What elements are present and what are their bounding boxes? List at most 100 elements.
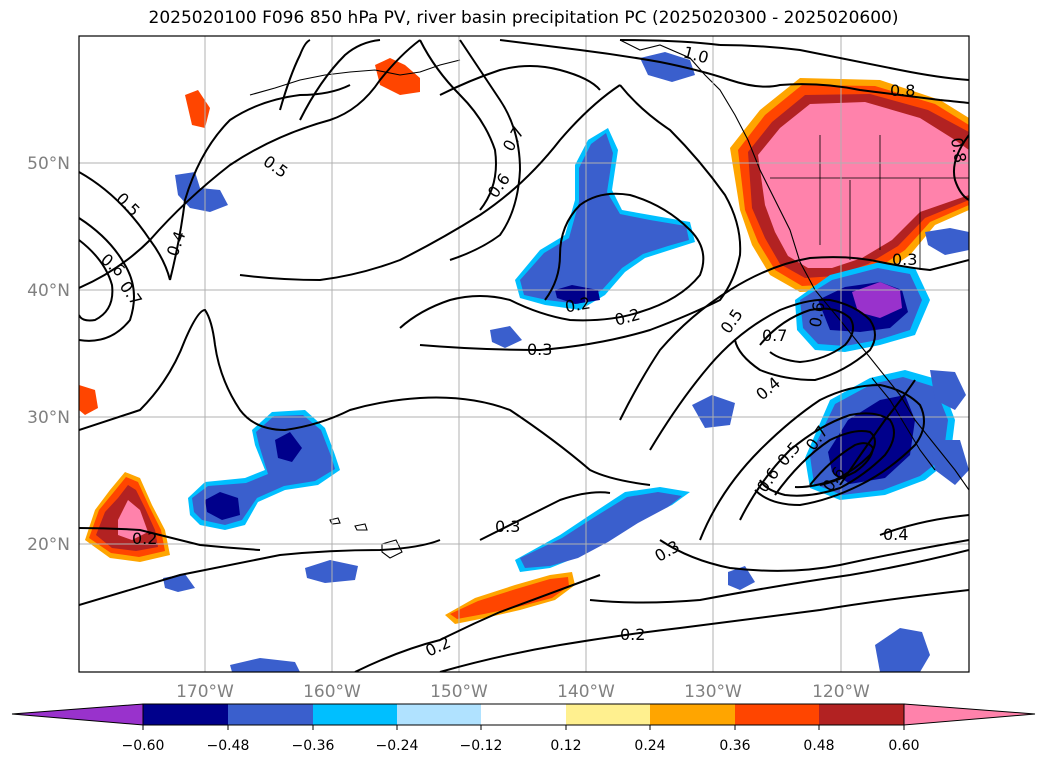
pv-contour: [499, 39, 969, 104]
colorbar-tick-label: −0.48: [207, 738, 250, 754]
colorbar-outline: [142, 703, 905, 726]
contour-label: 0.2: [613, 305, 643, 330]
pv-contour: [619, 256, 969, 421]
colorbar-extend-max: [903, 703, 1036, 726]
pv-contour: [619, 39, 721, 46]
contour-label: 0.5: [112, 189, 143, 220]
map-frame: [78, 35, 970, 673]
precip-blob-small: [230, 658, 300, 672]
colorbar-bin: [650, 704, 735, 725]
contour-label: 0.4: [163, 228, 190, 258]
precip-blob-baja: [930, 370, 966, 410]
contour-label: 0.3: [527, 340, 552, 359]
lat-label-40n: 40°N: [27, 281, 70, 301]
contour-label: 0.3: [651, 536, 683, 565]
pv-contour: [649, 298, 876, 451]
pv-contour: [399, 192, 705, 329]
pv-contours: [79, 39, 969, 672]
pv-contour: [719, 44, 969, 81]
hawaii-islands: [329, 517, 403, 559]
contour-label: 0.8: [890, 81, 915, 100]
precip-blob-small: [875, 628, 930, 672]
colorbar-extend-min: [11, 703, 144, 726]
lat-axis-labels: 50°N 40°N 30°N 20°N: [27, 154, 70, 555]
colorbar-tick-label: −0.12: [460, 738, 503, 754]
contour-label: 0.6: [806, 300, 829, 328]
colorbar-tick-label: 0.24: [634, 738, 665, 754]
colorbar-bin: [566, 704, 650, 725]
contour-label: 0.3: [892, 250, 917, 269]
pv-contour: [79, 308, 651, 486]
pv-contour: [299, 39, 381, 121]
colorbar-tick-label: −0.36: [292, 738, 335, 754]
pv-contour: [759, 307, 855, 364]
precip-blob-small: [490, 326, 522, 348]
pv-contour: [479, 491, 611, 541]
colorbar: −0.60 −0.48 −0.36 −0.24 −0.12 0.12 0.24 …: [11, 703, 1036, 754]
lon-label-160w: 160°W: [303, 682, 361, 702]
colorbar-tick-label: 0.36: [719, 738, 750, 754]
colorbar-tick-label: 0.12: [550, 738, 581, 754]
coastline-north-america: [619, 39, 969, 491]
pv-contour: [169, 84, 351, 281]
precip-blob-central: [520, 133, 689, 304]
colorbar-tick-label: −0.24: [376, 738, 419, 754]
lat-label-20n: 20°N: [27, 535, 70, 555]
gridlines: [79, 36, 969, 672]
contour-label: 0.5: [717, 305, 747, 337]
colorbar-bin: [313, 704, 397, 725]
precip-blob-pacific-nw: [758, 102, 969, 268]
pv-contour: [79, 39, 421, 289]
pv-contour: [439, 589, 969, 672]
lon-axis-labels: 170°W 160°W 150°W 140°W 130°W 120°W: [176, 682, 870, 702]
pv-contour: [79, 527, 261, 551]
pv-contour: [879, 514, 969, 536]
contour-label: 0.2: [563, 293, 591, 316]
pv-contour: [659, 539, 969, 572]
precip-blob-west: [79, 385, 98, 415]
precip-blob-california: [852, 282, 902, 318]
precip-blob-orange-band: [450, 577, 569, 619]
pv-contour: [79, 217, 135, 342]
pv-contour: [279, 39, 311, 111]
pv-contour: [239, 84, 621, 282]
colorbar-bin: [819, 704, 904, 725]
colorbar-ticks: [142, 725, 905, 730]
pv-contour: [419, 39, 497, 211]
precip-blob-west: [185, 90, 210, 128]
contour-label: 0.7: [116, 277, 146, 309]
lon-label-170w: 170°W: [176, 682, 234, 702]
pv-contour: [439, 65, 601, 96]
pv-contour: [809, 442, 875, 486]
pv-contour: [739, 412, 895, 521]
coastline-alaska: [249, 59, 461, 96]
colorbar-bin: [481, 704, 566, 725]
contour-label: 0.7: [499, 123, 528, 155]
contour-label: 0.3: [495, 517, 520, 536]
pv-contour: [839, 379, 916, 486]
pv-contour: [953, 134, 969, 201]
colorbar-bin: [397, 704, 481, 725]
precip-shading: [79, 52, 969, 672]
lon-label-120w: 120°W: [812, 682, 870, 702]
colorbar-bin: [143, 704, 228, 725]
coastline-baja: [871, 377, 936, 471]
contour-label: 0.2: [132, 529, 157, 548]
lon-label-150w: 150°W: [430, 682, 488, 702]
precip-blob-small: [163, 574, 195, 592]
precip-blob-subtropical: [275, 432, 302, 462]
contour-label: 0.2: [422, 633, 453, 661]
precip-blob-small: [728, 566, 755, 590]
contour-label: 0.7: [762, 326, 787, 345]
contour-label: 0.5: [260, 152, 292, 182]
contour-label: 0.2: [620, 625, 645, 644]
colorbar-tick-label: 0.60: [888, 738, 919, 754]
pv-contour: [589, 549, 969, 604]
pv-contour: [79, 171, 171, 281]
colorbar-tick-label: 0.48: [803, 738, 834, 754]
lon-label-140w: 140°W: [557, 682, 615, 702]
precip-blob-diagonal: [520, 492, 682, 568]
colorbar-bin: [228, 704, 313, 725]
precip-blob-small: [925, 228, 969, 255]
